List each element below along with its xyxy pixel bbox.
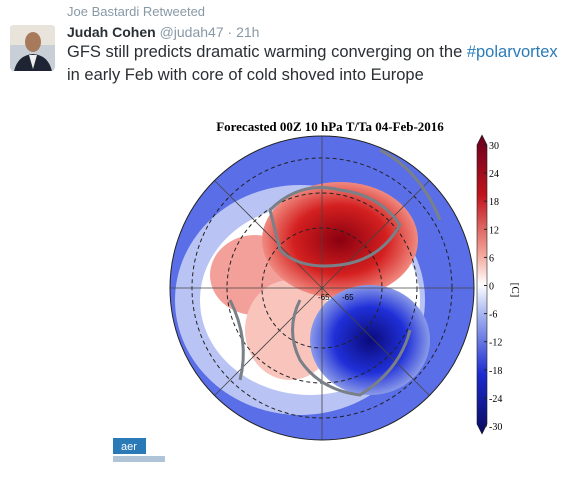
colorbar-tick-label: -30	[489, 422, 502, 433]
retweet-label[interactable]: Joe Bastardi Retweeted	[67, 4, 206, 19]
colorbar-tick-label: 18	[489, 197, 499, 208]
colorbar-tick-label: 12	[489, 225, 499, 236]
logo-mark	[113, 438, 146, 454]
image-title: Forecasted 00Z 10 hPa T/Ta 04-Feb-2016	[216, 119, 444, 134]
colorbar-tick-label: -24	[489, 394, 502, 405]
author-handle[interactable]: @judah47	[159, 24, 224, 40]
colorbar	[476, 134, 488, 435]
colorbar-tick-label: 0	[489, 282, 494, 293]
text: GFS still predicts dramatic warming conv…	[67, 43, 467, 61]
separator: ·	[227, 24, 233, 40]
colorbar-tick-label: 30	[489, 141, 499, 152]
colorbar-unit: [C]	[509, 283, 521, 298]
avatar-image	[10, 25, 55, 71]
hashtag[interactable]: #polarvortex	[466, 43, 558, 61]
tweet-text: GFS still predicts dramatic warming conv…	[67, 41, 562, 87]
avatar[interactable]	[10, 25, 55, 71]
logo-tagline	[113, 456, 165, 462]
map-border	[169, 135, 475, 441]
author-name[interactable]: Judah Cohen	[67, 24, 156, 40]
logo: aer	[121, 441, 137, 453]
contour-label: -65	[342, 293, 354, 302]
timestamp[interactable]: 21h	[236, 24, 260, 40]
colorbar-tick-label: -18	[489, 366, 502, 377]
colorbar-tick-label: 24	[489, 169, 499, 180]
colorbar-tick-label: -12	[489, 338, 502, 349]
tweet-header: Judah Cohen @judah47 · 21h	[67, 24, 259, 40]
text: in early Feb with core of cold shoved in…	[67, 66, 424, 84]
colorbar-ticks: 30 24 18 12 6 0 -6 -12 -18 -24 -30	[484, 141, 502, 433]
map	[170, 136, 474, 440]
colorbar-tick-label: 6	[489, 253, 494, 264]
colorbar-tick-label: -6	[489, 310, 497, 321]
contour-label: -65	[318, 293, 330, 302]
